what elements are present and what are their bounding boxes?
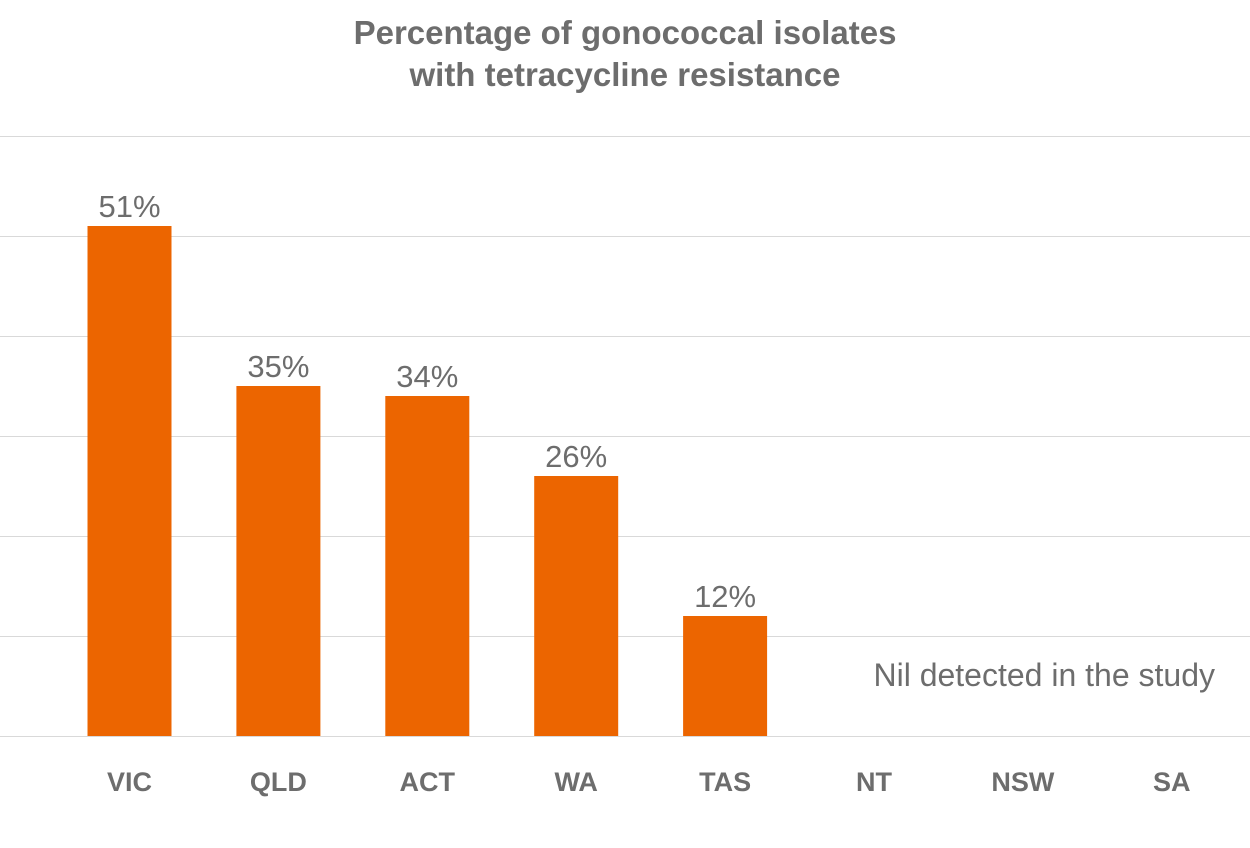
x-tick-sa: SA bbox=[1153, 767, 1191, 797]
bar-tas bbox=[683, 616, 768, 736]
data-label-act: 34% bbox=[396, 359, 458, 394]
x-tick-wa: WA bbox=[554, 767, 598, 797]
x-tick-nt: NT bbox=[856, 767, 892, 797]
gridlines bbox=[0, 136, 1250, 737]
bar-act bbox=[385, 396, 470, 736]
data-label-wa: 26% bbox=[545, 439, 607, 474]
bars bbox=[87, 226, 768, 736]
bar-wa bbox=[534, 476, 619, 736]
bar-qld bbox=[236, 386, 321, 736]
x-tick-nsw: NSW bbox=[991, 767, 1055, 797]
x-axis-tick-labels: VIC QLD ACT WA TAS NT NSW SA bbox=[107, 767, 1191, 797]
chart-title-line-1: Percentage of gonococcal isolates bbox=[353, 14, 897, 51]
x-tick-qld: QLD bbox=[250, 767, 307, 797]
data-labels: 51% 35% 34% 26% 12% bbox=[98, 189, 756, 614]
nil-detected-annotation: Nil detected in the study bbox=[873, 657, 1215, 693]
data-label-qld: 35% bbox=[247, 349, 309, 384]
x-tick-vic: VIC bbox=[107, 767, 152, 797]
chart-title-line-2: with tetracycline resistance bbox=[409, 56, 841, 93]
x-tick-act: ACT bbox=[400, 767, 456, 797]
chart-title: Percentage of gonococcal isolates with t… bbox=[0, 12, 1250, 96]
bar-vic bbox=[87, 226, 172, 736]
x-tick-tas: TAS bbox=[699, 767, 751, 797]
data-label-tas: 12% bbox=[694, 579, 756, 614]
data-label-vic: 51% bbox=[98, 189, 160, 224]
